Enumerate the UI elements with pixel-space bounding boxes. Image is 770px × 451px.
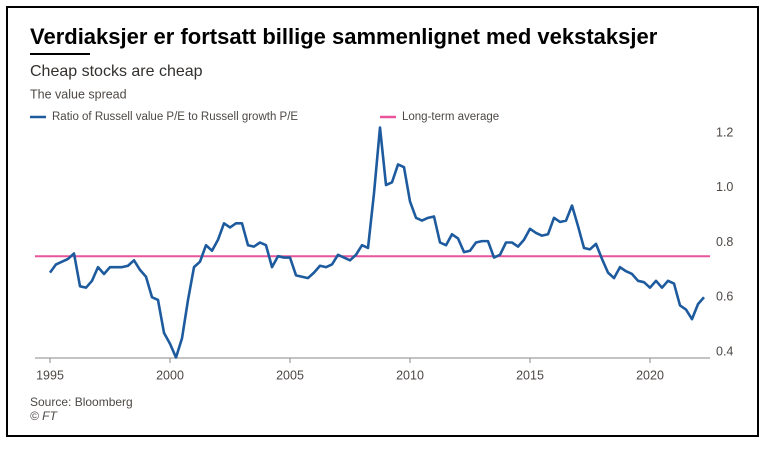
x-tick-label: 1995 <box>36 368 64 382</box>
y-tick-label: 1.2 <box>716 125 733 139</box>
y-tick-label: 0.6 <box>716 290 733 304</box>
x-tick-label: 2000 <box>156 368 184 382</box>
series-line <box>48 126 705 359</box>
x-tick-label: 2020 <box>636 368 664 382</box>
credit: © FT <box>30 409 59 423</box>
x-tick-label: 2010 <box>396 368 424 382</box>
source: Source: Bloomberg <box>30 395 133 409</box>
frame <box>6 6 759 437</box>
x-tick-label: 2015 <box>516 368 544 382</box>
y-tick-label: 1.0 <box>716 180 733 194</box>
x-tick-label: 2005 <box>276 368 304 382</box>
y-axis-label: The value spread <box>30 87 127 101</box>
chart-subtitle: Cheap stocks are cheap <box>30 63 203 80</box>
y-tick-label: 0.8 <box>716 235 733 249</box>
legend-label: Ratio of Russell value P/E to Russell gr… <box>52 111 298 123</box>
chart-title: Verdiaksjer er fortsatt billige sammenli… <box>30 24 658 49</box>
legend-label: Long-term average <box>402 111 499 123</box>
y-tick-label: 0.4 <box>716 344 733 358</box>
